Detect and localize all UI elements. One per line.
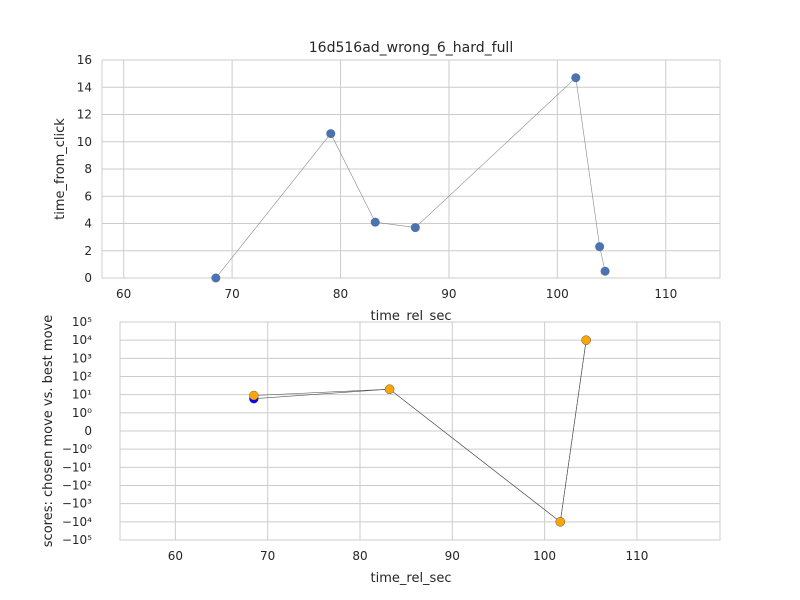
top-data-point	[410, 223, 420, 233]
top-y-axis-label: time_from_click	[53, 118, 68, 220]
top-y-tick-label: 8	[84, 162, 92, 176]
bottom-y-axis-label: scores: chosen move vs. best move	[41, 315, 56, 547]
top-data-point	[595, 242, 605, 252]
bottom-y-tick-label: 10³	[72, 351, 92, 365]
top-y-tick-label: 0	[84, 271, 92, 285]
top-data-point	[326, 129, 336, 139]
top-y-tick-label: 10	[77, 135, 92, 149]
bottom-series-line	[253, 340, 587, 523]
top-x-tick-label: 100	[546, 287, 569, 301]
bottom-y-tick-label: −10⁵	[62, 533, 92, 547]
top-x-tick-label: 90	[441, 287, 456, 301]
bottom-y-tick-label: 10¹	[72, 388, 92, 402]
bottom-y-tick-label: −10²	[62, 479, 92, 493]
bottom-x-tick-label: 90	[445, 549, 460, 563]
bottom-x-tick-label: 70	[260, 549, 275, 563]
bottom-y-tick-label: 10²	[72, 370, 92, 384]
top-y-tick-label: 4	[84, 217, 92, 231]
bottom-y-tick-label: 10⁵	[72, 315, 92, 329]
top-y-tick-label: 2	[84, 244, 92, 258]
top-x-tick-label: 60	[116, 287, 131, 301]
bottom-x-tick-label: 110	[625, 549, 648, 563]
bottom-x-tick-label: 60	[168, 549, 183, 563]
bottom-x-axis-label: time_rel_sec	[371, 571, 452, 586]
top-y-tick-label: 16	[77, 53, 92, 67]
top-series-points	[211, 73, 610, 283]
top-x-tick-label: 70	[224, 287, 239, 301]
bottom-y-tick-label: −10³	[62, 497, 92, 511]
bottom-x-tick-label: 80	[352, 549, 367, 563]
bottom-y-tick-label: 10⁴	[72, 333, 92, 347]
top-x-axis-label: time_rel_sec	[371, 309, 452, 324]
bottom-tick-labels: 60 70 80 90 100 110 10⁵ 10⁴ 10³ 10² 10¹ 10⁰ 0 −10⁰ −10…	[62, 315, 649, 563]
bottom-data-point	[249, 390, 259, 401]
top-y-tick-label: 14	[77, 80, 92, 94]
top-plot-frame	[101, 59, 721, 279]
bottom-y-tick-label: −10¹	[62, 460, 92, 474]
top-data-point	[571, 73, 581, 83]
top-data-point	[600, 266, 610, 276]
top-x-tick-label: 110	[654, 287, 677, 301]
bottom-y-tick-label: 10⁰	[72, 406, 92, 420]
top-y-tick-label: 6	[84, 189, 92, 203]
top-y-tick-label: 12	[77, 108, 92, 122]
bottom-y-tick-label: 0	[84, 424, 92, 438]
bottom-series-points	[249, 335, 591, 527]
bottom-plot-frame	[119, 321, 721, 541]
top-chart-title: 16d516ad_wrong_6_hard_full	[309, 40, 513, 56]
bottom-plot: 60 70 80 90 100 110 10⁵ 10⁴ 10³ 10² 10¹ 10⁰ 0 −10⁰ −10…	[41, 315, 721, 586]
bottom-y-tick-label: −10⁰	[62, 442, 92, 456]
top-data-point	[211, 273, 221, 283]
bottom-y-tick-label: −10⁴	[62, 515, 92, 529]
top-tick-labels: 60 70 80 90 100 110 0 2 4 6 8 10 12 14 16	[77, 53, 678, 301]
top-x-tick-label: 80	[333, 287, 348, 301]
bottom-data-point	[384, 384, 395, 394]
top-data-point	[370, 217, 380, 227]
bottom-data-point	[581, 335, 591, 345]
bottom-data-point	[555, 517, 566, 527]
bottom-x-tick-label: 100	[533, 549, 556, 563]
bottom-series-line-path	[253, 340, 587, 523]
top-plot: 60 70 80 90 100 110 0 2 4 6 8 10 12 14 16 16d516ad_wro…	[53, 40, 721, 324]
